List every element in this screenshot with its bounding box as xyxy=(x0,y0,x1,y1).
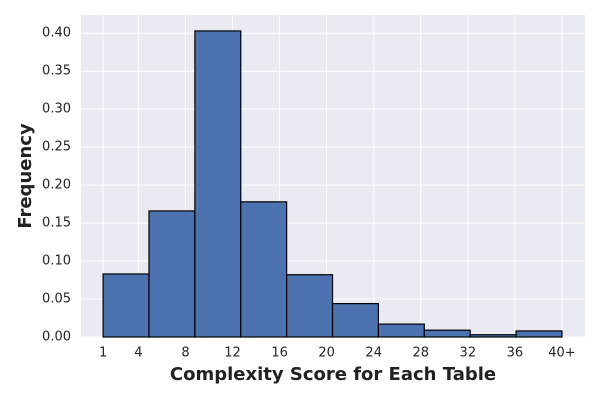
bar xyxy=(423,329,471,338)
bar xyxy=(377,323,425,338)
y-tick-label: 0.05 xyxy=(42,292,71,307)
bar xyxy=(286,274,334,338)
x-tick-label: 20 xyxy=(318,346,335,361)
x-tick-label: 36 xyxy=(507,346,524,361)
bar xyxy=(240,201,288,338)
x-tick-label: 32 xyxy=(460,346,477,361)
y-tick-label: 0.30 xyxy=(42,102,71,117)
y-tick-label: 0.10 xyxy=(42,254,71,269)
y-tick-label: 0.00 xyxy=(42,330,71,345)
y-tick-label: 0.35 xyxy=(42,64,71,79)
y-axis-label: Frequency xyxy=(15,123,36,229)
y-tick-label: 0.20 xyxy=(42,178,71,193)
bar xyxy=(469,334,517,338)
x-tick-label: 24 xyxy=(365,346,382,361)
x-tick-label: 4 xyxy=(134,346,142,361)
x-tick-label: 16 xyxy=(271,346,288,361)
x-axis-label: Complexity Score for Each Table xyxy=(170,364,496,385)
bar xyxy=(148,210,196,338)
bar xyxy=(515,330,563,338)
x-tick-label: 8 xyxy=(181,346,189,361)
y-tick-label: 0.15 xyxy=(42,216,71,231)
y-tick-label: 0.40 xyxy=(42,26,71,41)
x-tick-label: 40+ xyxy=(548,346,575,361)
bar xyxy=(194,30,242,338)
bar xyxy=(102,273,150,338)
bar xyxy=(331,302,380,338)
x-tick-label: 12 xyxy=(224,346,241,361)
x-tick-label: 28 xyxy=(412,346,429,361)
x-tick-label: 1 xyxy=(99,346,107,361)
y-tick-label: 0.25 xyxy=(42,140,71,155)
